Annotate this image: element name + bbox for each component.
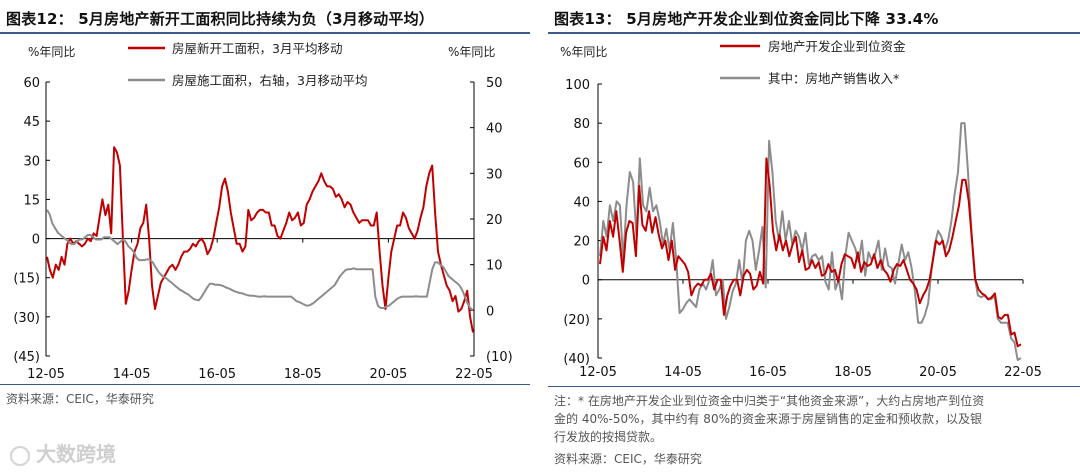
y-tick-label: 80 [573,117,590,132]
x-tick-label: 14-05 [113,367,151,382]
x-tick-label: 16-05 [198,367,236,382]
x-tick-label: 22-05 [455,367,493,382]
y-axis-label-right: %年同比 [448,45,495,59]
y-tick-label-left: 30 [23,154,40,169]
y-axis-label: %年同比 [560,45,607,59]
chart-panel-13: 图表13： 5月房地产开发企业到位资金同比下降 33.4% %年同比 100 80 6… [548,0,1080,473]
y-tick-label: 40 [573,195,590,210]
x-tick-label: 20-05 [370,367,408,382]
footnote-line: 注：* 在房地产开发企业到位资金中归类于“其他资金来源”，大约占房地产到位资 [554,394,985,408]
x-tick-label: 18-05 [834,365,872,380]
y-tick-label-right: 0 [486,304,494,319]
series-line [46,146,474,333]
y-tick-label: 60 [573,156,590,171]
legend-label: 房屋施工面积，右轴，3月移动平均 [172,73,367,88]
chart-13-svg: %年同比 100 80 60 40 20 0 (20) (40)12-05 14-05 16-05 1… [560,39,1042,380]
chart-panel-12: 图表12： 5月房地产新开工面积同比持续为负（3月移动平均） %年同比 %年同比 6… [0,0,530,473]
title-rule [0,32,530,34]
x-tick-label: 18-05 [284,367,322,382]
series-line [599,157,1022,348]
source-text: 资料来源：CEIC，华泰研究 [6,392,154,406]
footnote-line: 行发放的按揭贷款。 [554,430,663,444]
footnote-line: 金的 40%-50%，其中约有 80%的资金来源于房屋销售的定金和预收款，以及银 [554,412,982,426]
series-line [599,122,1022,361]
x-tick-label: 22-05 [1004,365,1042,380]
y-tick-label-right: 30 [486,167,503,182]
watermark-text: 大数跨境 [36,442,116,466]
chart-title: 图表13： 5月房地产开发企业到位资金同比下降 33.4% [554,10,939,28]
y-tick-label-left: 15 [23,193,40,208]
y-tick-label-left: (30) [13,311,40,326]
series-line [46,209,474,312]
y-tick-label-left: 60 [23,76,40,91]
x-tick-label: 12-05 [27,367,65,382]
x-tick-label: 20-05 [919,365,957,380]
x-tick-label: 14-05 [664,365,702,380]
y-tick-label: 0 [582,274,590,289]
y-tick-label-right: 40 [486,122,503,137]
chart-12-svg: %年同比 %年同比 60 45 30 15 0 (15) (30) (45) 50 40 30 20 10 0… [13,41,513,382]
source-text: 资料来源：CEIC，华泰研究 [554,452,702,466]
legend-label: 房地产开发企业到位资金 [768,39,906,54]
x-tick-label: 12-05 [579,365,617,380]
bottom-rule [0,384,530,385]
y-tick-label-left: (15) [13,272,40,287]
y-tick-label: (20) [563,313,590,328]
watermark-logo-icon [10,445,30,466]
y-tick-label-left: 0 [32,233,40,248]
y-tick-label: (40) [563,352,590,367]
y-axis-label-left: %年同比 [28,45,75,59]
y-tick-label-right: (10) [486,350,513,365]
bottom-rule [548,386,1080,387]
y-tick-label-right: 20 [486,213,503,228]
y-tick-label-left: 45 [23,115,40,130]
footnote: 注：* 在房地产开发企业到位资金中归类于“其他资金来源”，大约占房地产到位资 金… [554,392,1072,446]
legend-label: 其中：房地产销售收入* [768,71,899,86]
title-rule [548,32,1080,34]
y-tick-label-right: 10 [486,259,503,274]
legend-label: 房屋新开工面积，3月平均移动 [172,41,342,56]
y-tick-label: 100 [565,78,590,93]
chart-title: 图表12： 5月房地产新开工面积同比持续为负（3月移动平均） [6,10,434,28]
y-tick-label-left: (45) [13,350,40,365]
y-tick-label-right: 50 [486,76,503,91]
x-tick-label: 16-05 [749,365,787,380]
watermark: 大数跨境 [10,438,116,467]
y-tick-label: 20 [573,235,590,250]
